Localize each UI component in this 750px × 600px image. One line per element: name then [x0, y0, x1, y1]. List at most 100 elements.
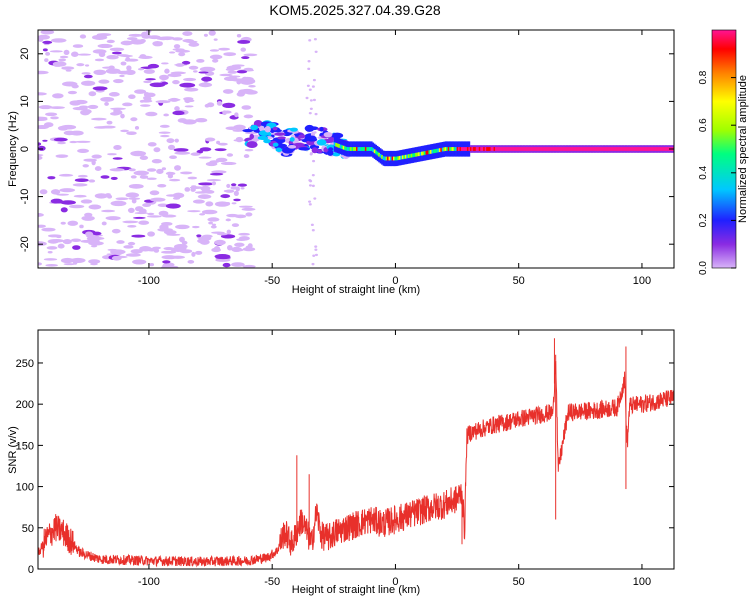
heat-cell	[554, 147, 556, 151]
heat-cell	[314, 112, 318, 116]
heat-cell	[42, 40, 53, 45]
y-tick-label: 200	[16, 399, 34, 411]
heat-cell	[125, 56, 131, 62]
heat-cell	[175, 63, 185, 67]
heat-cell	[126, 131, 137, 135]
heat-cell	[653, 147, 656, 151]
heat-cell	[437, 148, 440, 153]
heat-cell	[367, 147, 370, 151]
heat-cell	[298, 147, 311, 151]
heat-cell	[358, 147, 361, 151]
heat-cell	[434, 149, 437, 153]
heat-cell	[244, 90, 258, 95]
heat-cell	[196, 149, 204, 154]
heat-cell	[394, 156, 397, 161]
heat-cell	[98, 79, 110, 84]
heat-cell	[317, 149, 323, 154]
heat-cell	[344, 146, 346, 151]
heat-cell	[112, 157, 123, 160]
heat-cell	[161, 167, 167, 171]
heat-cell	[209, 160, 220, 164]
heat-cell	[71, 51, 79, 57]
heat-cell	[88, 241, 104, 246]
heat-cell	[61, 66, 75, 70]
heat-cell	[604, 147, 607, 151]
spectrogram-x-ticks: -100 -50 0 50 100	[138, 30, 651, 287]
heat-cell	[192, 199, 205, 204]
heat-cell	[648, 147, 651, 151]
heat-cell	[236, 238, 247, 241]
heat-cell	[214, 239, 226, 246]
heat-cell	[43, 122, 54, 128]
heat-cell	[146, 168, 157, 172]
heat-cell	[140, 66, 154, 69]
heat-cell	[149, 190, 160, 196]
heat-cell	[345, 146, 348, 151]
heat-cell	[449, 147, 451, 151]
heat-cell	[211, 181, 217, 186]
heat-cell	[503, 147, 506, 151]
heat-cell	[60, 257, 75, 264]
heat-cell	[51, 38, 67, 43]
heat-cell	[272, 142, 279, 147]
heat-cell	[444, 147, 447, 151]
heat-cell	[111, 51, 122, 55]
heat-cell	[620, 147, 623, 151]
heat-cell	[138, 55, 153, 59]
heat-cell	[637, 147, 639, 151]
heat-cell	[564, 147, 567, 151]
heat-cell	[106, 54, 119, 60]
heat-cell	[156, 168, 164, 174]
heat-cell	[580, 147, 583, 151]
heat-cell	[120, 61, 127, 66]
heat-cell	[143, 91, 150, 98]
heat-cell	[230, 183, 237, 187]
heat-cell	[184, 87, 199, 92]
heat-cell	[660, 147, 663, 151]
heat-cell	[60, 200, 76, 205]
snr-x-ticks: -100 -50 0 50 100	[138, 330, 651, 588]
heat-cell	[532, 147, 534, 151]
heat-cell	[105, 216, 121, 221]
heat-cell	[63, 130, 76, 136]
heat-cell	[198, 71, 209, 74]
heat-cell	[462, 147, 465, 151]
heat-cell	[110, 249, 126, 255]
heat-cell	[43, 31, 49, 35]
heat-cell	[183, 77, 197, 82]
heat-cell	[245, 245, 251, 250]
heat-cell	[558, 147, 561, 151]
heat-cell	[147, 215, 162, 218]
heat-cell	[190, 187, 196, 192]
heat-cell	[400, 155, 403, 160]
heat-cell	[47, 176, 56, 180]
heat-cell	[72, 245, 81, 250]
heat-cell	[422, 151, 425, 156]
heat-cell	[314, 253, 318, 257]
heat-cell	[179, 171, 193, 175]
heat-cell	[220, 161, 237, 166]
heat-cell	[639, 147, 642, 151]
heat-cell	[138, 220, 150, 225]
heat-cell	[524, 147, 527, 151]
heat-cell	[582, 147, 585, 151]
heat-cell	[665, 147, 667, 151]
heat-cell	[116, 54, 130, 57]
heat-cell	[348, 147, 351, 151]
heat-cell	[42, 139, 48, 142]
heat-cell	[132, 216, 146, 219]
heat-cell	[163, 113, 170, 117]
heat-cell	[237, 248, 244, 252]
colorbar-tick-label: 0.2	[698, 213, 709, 227]
heat-cell	[263, 139, 271, 144]
snr-x-axis-label: Height of straight line (km)	[292, 584, 420, 596]
heat-cell	[576, 147, 579, 151]
heat-cell	[512, 147, 515, 151]
heat-cell	[165, 171, 176, 176]
heat-cell	[292, 142, 305, 147]
heat-cell	[184, 187, 191, 192]
heat-cell	[131, 198, 137, 204]
heat-cell	[404, 154, 407, 159]
heat-cell	[116, 110, 123, 115]
y-tick-label: 0	[28, 564, 34, 576]
